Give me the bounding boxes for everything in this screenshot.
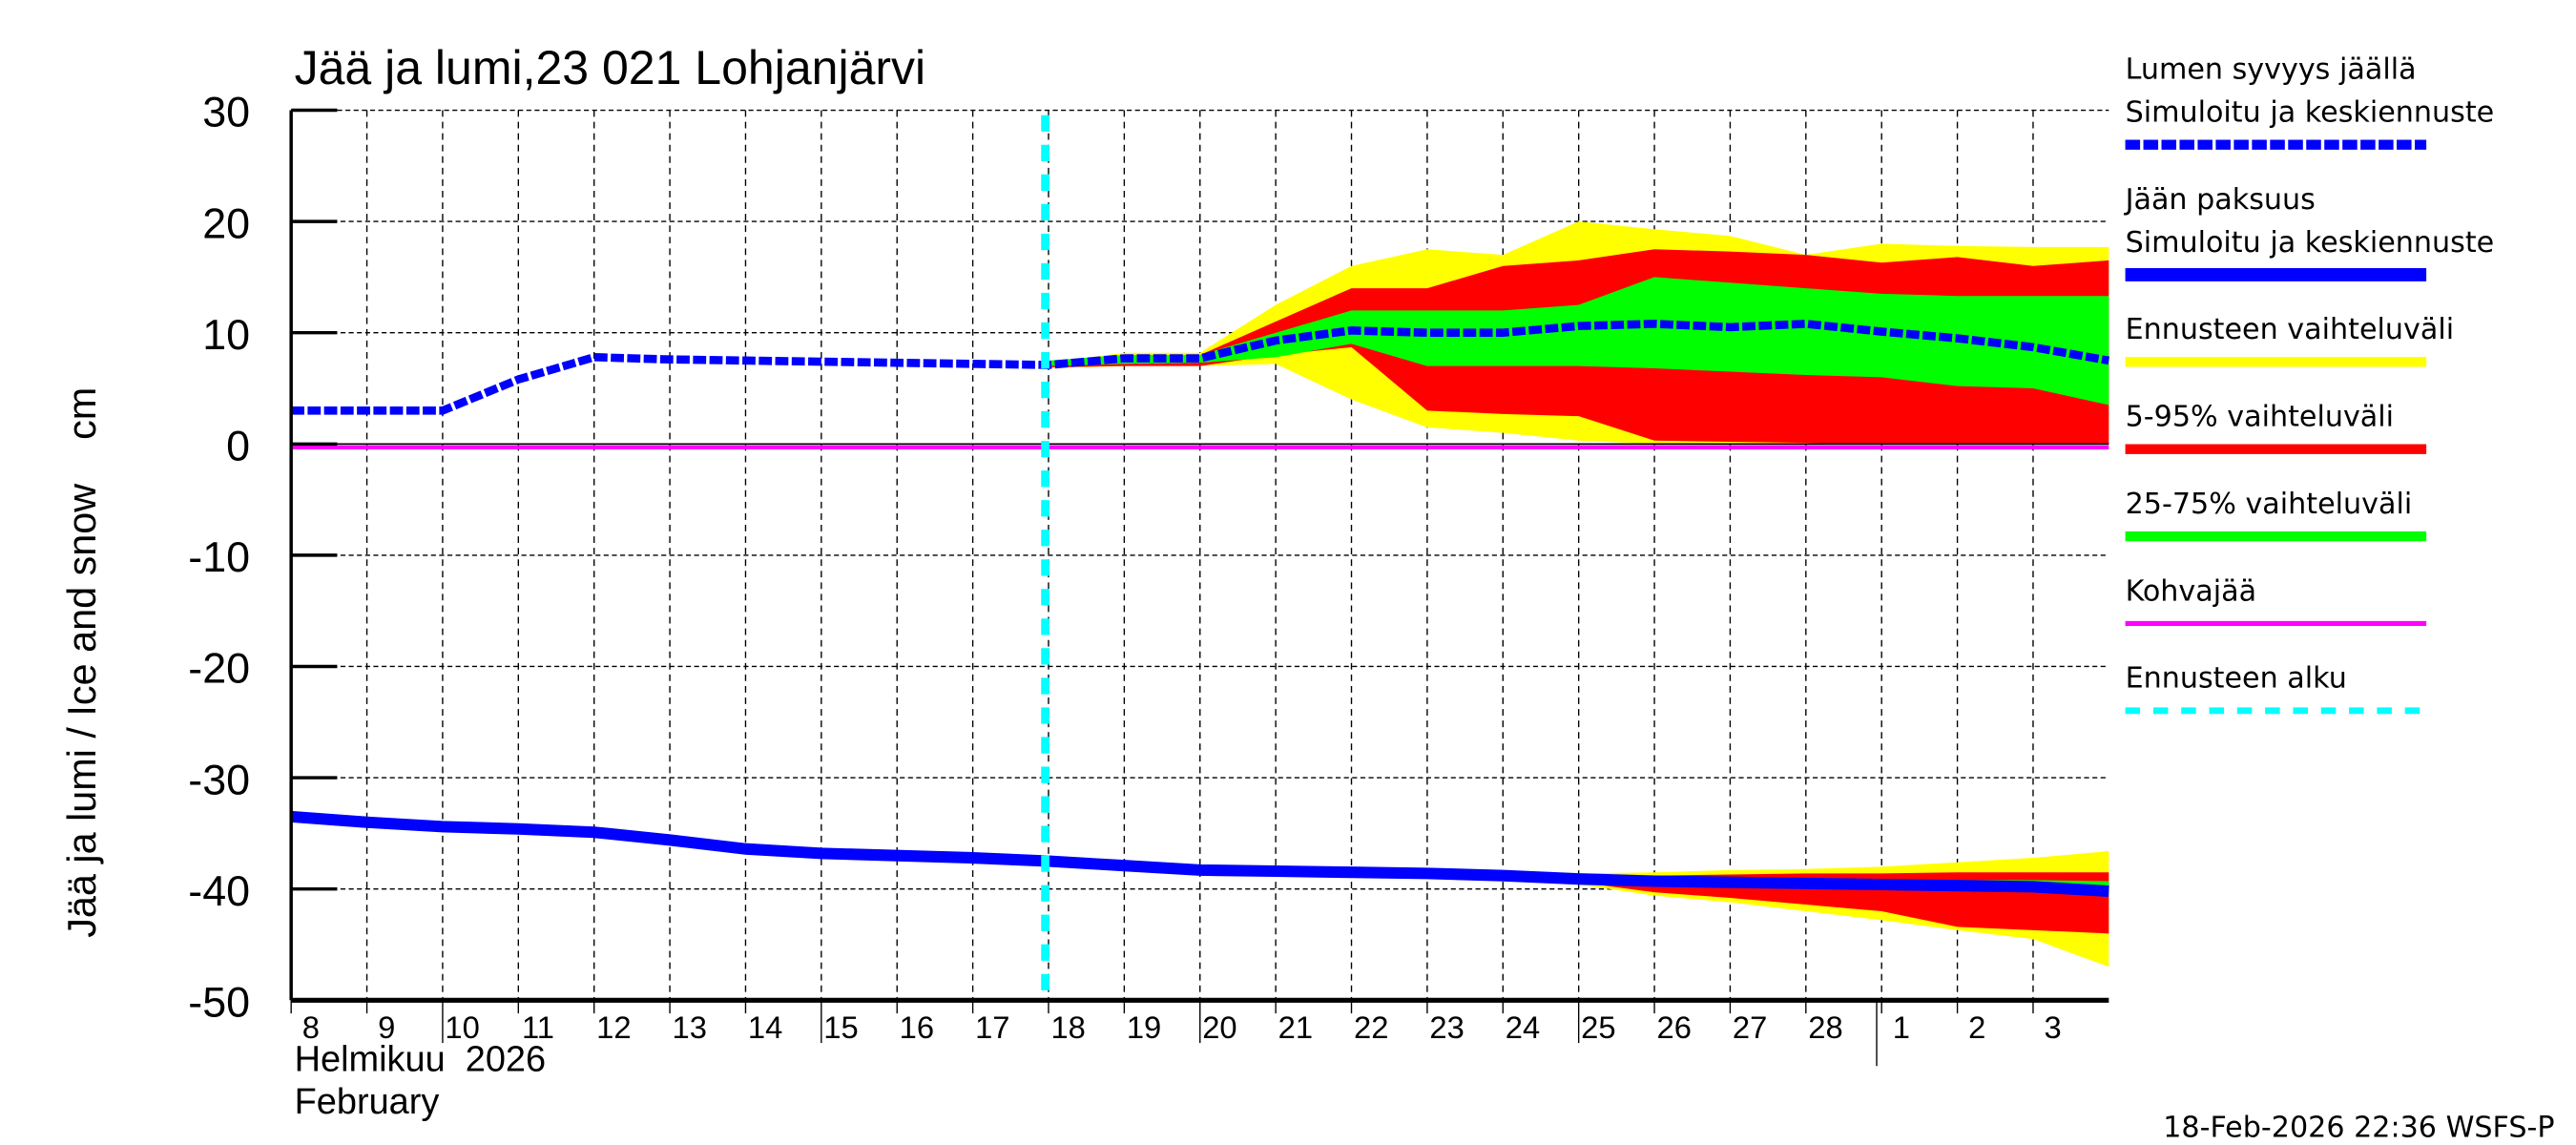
y-tick-label: -10 — [188, 533, 250, 581]
y-tick-label: 20 — [202, 199, 250, 247]
y-tick-label: -20 — [188, 645, 250, 693]
legend-label: Ennusteen vaihteluväli — [2126, 313, 2455, 346]
legend-label: 5-95% vaihteluväli — [2126, 401, 2394, 434]
legend-label: Simuloitu ja keskiennuste — [2126, 96, 2495, 130]
x-tick-label: 16 — [900, 1010, 934, 1045]
legend-label: Ennusteen alku — [2126, 662, 2347, 696]
x-tick-label: 13 — [673, 1010, 707, 1045]
legend-label: Simuloitu ja keskiennuste — [2126, 226, 2495, 260]
x-tick-label: 19 — [1127, 1010, 1161, 1045]
x-tick-label: 11 — [522, 1010, 554, 1045]
legend-label: Jään paksuus — [2124, 183, 2316, 217]
legend-label: Lumen syvyys jäällä — [2126, 53, 2417, 87]
x-tick-label: 1 — [1893, 1010, 1910, 1045]
x-tick-label: 14 — [748, 1010, 782, 1045]
x-tick-label: 10 — [445, 1010, 479, 1045]
snow_bands-25-75-area — [1048, 277, 2109, 406]
y-axis-label: Jää ja lumi / Ice and snow cm — [60, 387, 104, 938]
y-tick-label: -50 — [188, 979, 250, 1027]
x-tick-label: 3 — [2045, 1010, 2062, 1045]
series-lines — [290, 114, 2110, 1001]
month-label-fi: Helmikuu 2026 — [295, 1039, 547, 1079]
x-tick-label: 2 — [1968, 1010, 1985, 1045]
legend-label: Kohvajää — [2126, 574, 2257, 608]
footer-timestamp: 18-Feb-2026 22:36 WSFS-P — [2163, 1111, 2554, 1144]
x-tick-label: 25 — [1581, 1010, 1615, 1045]
x-tick-label: 26 — [1657, 1010, 1692, 1045]
y-tick-label: 0 — [226, 423, 250, 470]
legend: Lumen syvyys jäällä Simuloitu ja keskienn… — [2124, 53, 2495, 715]
x-tick-label: 23 — [1429, 1010, 1464, 1045]
x-tick-label: 17 — [975, 1010, 1009, 1045]
x-tick-label: 15 — [823, 1010, 858, 1045]
month-label-en: February — [295, 1082, 440, 1122]
y-tick-label: -40 — [188, 867, 250, 915]
x-tick-label: 9 — [378, 1010, 395, 1045]
x-tick-label: 27 — [1733, 1010, 1767, 1045]
x-tick-label: 20 — [1202, 1010, 1236, 1045]
y-tick-label: -30 — [188, 756, 250, 803]
y-tick-label: 10 — [202, 311, 250, 359]
y-tick-label: 30 — [202, 89, 250, 136]
x-tick-label: 24 — [1506, 1010, 1540, 1045]
x-tick-label: 28 — [1808, 1010, 1842, 1045]
x-tick-label: 8 — [302, 1010, 320, 1045]
ice-thickness-line — [290, 810, 2109, 898]
x-tick-label: 12 — [596, 1010, 631, 1045]
x-tick-label: 22 — [1354, 1010, 1388, 1045]
x-tick-label: 18 — [1050, 1010, 1085, 1045]
chart-title: Jää ja lumi,23 021 Lohjanjärvi — [295, 41, 926, 94]
legend-label: 25-75% vaihteluväli — [2126, 488, 2413, 521]
x-tick-label: 21 — [1278, 1010, 1313, 1045]
